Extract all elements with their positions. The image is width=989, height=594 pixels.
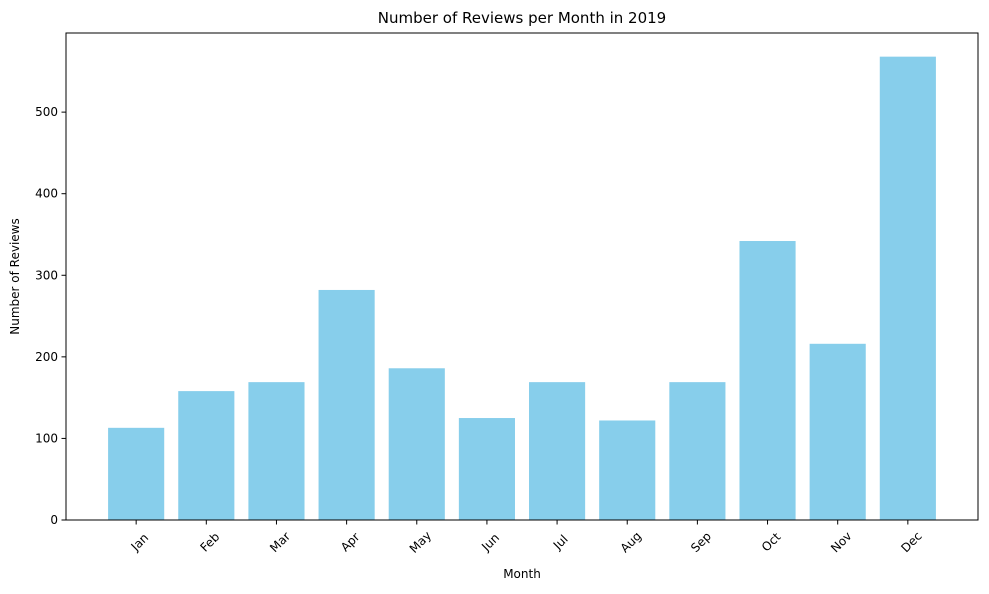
bar-nov (809, 343, 866, 520)
y-tick-label: 400 (35, 187, 58, 201)
bar-may (388, 368, 445, 520)
x-tick-label-nov: Nov (828, 529, 854, 555)
bar-apr (318, 289, 375, 520)
bar-jun (458, 418, 515, 520)
y-axis-ticks: 0 100 200 300 400 500 (35, 105, 66, 527)
x-tick-label-sep: Sep (688, 529, 714, 555)
bar-jul (529, 382, 586, 520)
bar-feb (178, 391, 235, 520)
bar-sep (669, 382, 726, 520)
plot-frame (65, 32, 979, 521)
y-tick-label: 300 (35, 268, 58, 282)
x-tick-label-oct: Oct (759, 530, 784, 555)
x-tick-label-jun: Jun (478, 531, 502, 555)
x-tick-label-aug: Aug (618, 529, 644, 555)
x-tick-label-jul: Jul (550, 532, 571, 553)
y-tick-label: 200 (35, 350, 58, 364)
x-tick-label-jan: Jan (128, 531, 152, 555)
bar-dec (879, 56, 936, 520)
x-tick-label-feb: Feb (197, 530, 222, 555)
bar-oct (739, 241, 796, 520)
bars-group (108, 56, 936, 520)
y-axis-label: Number of Reviews (8, 218, 22, 334)
x-tick-label-dec: Dec (898, 529, 924, 555)
y-tick-label: 500 (35, 105, 58, 119)
x-axis-ticks: Jan Feb Mar Apr May Jun Jul Aug Sep Oct Nov Dec (128, 520, 925, 556)
x-axis-label: Month (503, 567, 541, 581)
y-tick-label: 100 (35, 431, 58, 445)
x-tick-label-apr: Apr (338, 530, 363, 555)
y-tick-label: 0 (50, 513, 58, 527)
bar-jan (108, 427, 165, 520)
chart-title: Number of Reviews per Month in 2019 (378, 9, 666, 27)
x-tick-label-may: May (407, 528, 434, 555)
bar-aug (599, 420, 656, 520)
bar-mar (248, 382, 305, 520)
x-tick-label-mar: Mar (267, 529, 293, 555)
